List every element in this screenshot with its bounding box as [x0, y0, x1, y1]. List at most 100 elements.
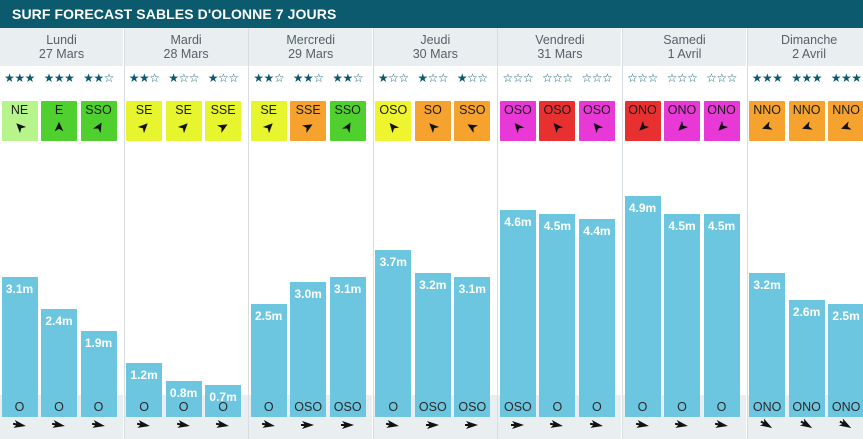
wave-height-label: 1.2m: [130, 368, 158, 382]
wave-area: 2.5m: [828, 145, 863, 417]
wind-arrow-icon: [800, 120, 814, 134]
forecast-slot: ★★★ NE 3.1m O: [1, 28, 38, 439]
day-date: 1 Avril: [667, 47, 702, 61]
wave-height-label: 4.5m: [543, 219, 572, 233]
wave-height-bar: 4.9m: [624, 196, 661, 417]
wave-height-bar: 3.1m: [329, 277, 366, 417]
wind-direction-label: SSO: [334, 103, 361, 117]
wave-height-bar: 0.7m: [205, 385, 242, 417]
swell-arrow-glyph: [51, 420, 65, 428]
wind-indicator: OSO: [499, 101, 536, 141]
day-date: 28 Mars: [163, 47, 209, 61]
wind-indicator: SO: [414, 101, 451, 141]
wind-direction-label: SSO: [85, 103, 112, 117]
swell-arrow-icon: [136, 417, 152, 433]
wave-height-label: 2.4m: [45, 314, 73, 328]
swell-arrow-glyph: [340, 421, 354, 429]
wind-arrow-glyph: [841, 121, 852, 130]
wind-indicator: SE: [165, 101, 202, 141]
wind-arrow-icon: [465, 120, 479, 134]
wind-direction-label: SE: [175, 103, 192, 117]
forecast-slot: ★☆☆ SSE 0.7m O: [205, 28, 242, 439]
day-name: Mardi: [170, 33, 202, 47]
wind-arrow-glyph: [389, 122, 400, 134]
swell-arrow-glyph: [635, 420, 649, 428]
wind-direction-label: NNO: [832, 103, 860, 117]
swell-direction-label: OSO: [333, 400, 362, 414]
star-rating: ★★☆: [128, 71, 160, 85]
wind-indicator: ONO: [664, 101, 700, 141]
wave-height-bar: 3.2m: [749, 273, 786, 417]
wind-arrow-icon: [52, 120, 66, 134]
wave-area: 3.0m: [290, 145, 327, 417]
wave-height-label: 4.5m: [707, 219, 736, 233]
forecast-slot: ★☆☆ SE 0.8m O: [165, 28, 202, 439]
wind-arrow-icon: [590, 120, 604, 134]
wave-height-bar: 2.5m: [250, 304, 287, 417]
swell-arrow-icon: [176, 417, 192, 433]
wave-height-bar: 4.4m: [578, 219, 615, 417]
swell-direction-label: O: [218, 400, 228, 414]
swell-arrow-glyph: [589, 420, 603, 428]
wind-arrow-glyph: [762, 121, 773, 130]
wind-direction-label: NNO: [792, 103, 821, 117]
swell-arrow-icon: [799, 417, 815, 433]
wave-area: 1.9m: [80, 145, 117, 417]
swell-arrow-glyph: [12, 420, 26, 428]
wind-direction-label: SSE: [295, 103, 321, 117]
wave-height-label: 3.1m: [5, 282, 34, 296]
swell-direction-label: ONO: [792, 400, 821, 414]
swell-arrow-icon: [589, 417, 605, 433]
wave-height-label: 4.5m: [668, 219, 696, 233]
wave-height-label: 0.8m: [169, 386, 198, 400]
wave-height-bar: 4.5m: [664, 214, 700, 417]
wind-indicator: SSE: [290, 101, 327, 141]
forecast-slot: ★★☆ SSE 3.0m OSO: [290, 28, 327, 439]
wave-height-bar: 3.1m: [1, 277, 38, 417]
wind-arrow-glyph: [593, 122, 604, 134]
day-name: Dimanche: [780, 33, 838, 47]
wave-height-label: 3.2m: [419, 278, 447, 292]
forecast-slot: ★★☆ SE 1.2m O: [126, 28, 163, 439]
day-column: Samedi 1 Avril ☆☆☆ ONO 4.9m O ☆☆☆ ONO 4.5m O ☆☆☆ ON…: [623, 28, 746, 439]
wind-arrow-glyph: [801, 121, 813, 130]
swell-direction-label: ONO: [752, 400, 782, 414]
swell-arrow-icon: [759, 417, 775, 433]
wind-arrow-glyph: [467, 124, 479, 133]
wind-arrow-glyph: [429, 123, 439, 134]
wave-height-label: 0.7m: [209, 390, 237, 404]
forecast-slot: ★★★ NNO 2.5m ONO: [828, 28, 863, 439]
day-column: Lundi 27 Mars ★★★ NE 3.1m O ★★★ E 2.4m O ★★☆ SSO 1.9…: [0, 28, 123, 439]
swell-arrow-icon: [549, 417, 565, 433]
swell-arrow-glyph: [465, 421, 479, 429]
wind-arrow-glyph: [554, 122, 564, 134]
wave-height-bar: 2.5m: [828, 304, 863, 417]
wave-height-bar: 0.8m: [165, 381, 202, 417]
wave-area: 4.5m: [539, 145, 576, 417]
star-rating: ★★★: [830, 71, 862, 85]
wind-indicator: OSO: [539, 101, 576, 141]
forecast-slot: ★★★ NNO 3.2m ONO: [749, 28, 786, 439]
star-rating: ☆☆☆: [706, 71, 737, 85]
day-header: Vendredi 31 Mars: [498, 28, 622, 66]
swell-arrow-icon: [261, 417, 277, 433]
forecast-slot: ☆☆☆ ONO 4.9m O: [624, 28, 661, 439]
wave-area: 2.4m: [41, 145, 77, 417]
wave-area: 3.1m: [329, 145, 366, 417]
wind-arrow-glyph: [717, 120, 728, 131]
forecast-slot: ★★☆ SSO 3.1m OSO: [329, 28, 366, 439]
swell-arrow-glyph: [550, 420, 564, 428]
swell-arrow-glyph: [799, 418, 812, 428]
forecast-slot: ★★☆ SE 2.5m O: [250, 28, 287, 439]
wave-area: 3.2m: [749, 145, 786, 417]
forecast-slot: ★☆☆ OSO 3.7m O: [375, 28, 412, 439]
wind-indicator: NNO: [788, 101, 825, 141]
swell-arrow-glyph: [386, 420, 400, 428]
day-date: 27 Mars: [38, 47, 85, 61]
star-rating: ☆☆☆: [542, 71, 573, 85]
wind-direction-label: SO: [423, 103, 442, 117]
day-name: Lundi: [46, 33, 77, 47]
wind-direction-label: ONO: [628, 103, 657, 117]
wind-arrow-icon: [341, 120, 355, 134]
wave-area: 3.1m: [1, 145, 38, 417]
